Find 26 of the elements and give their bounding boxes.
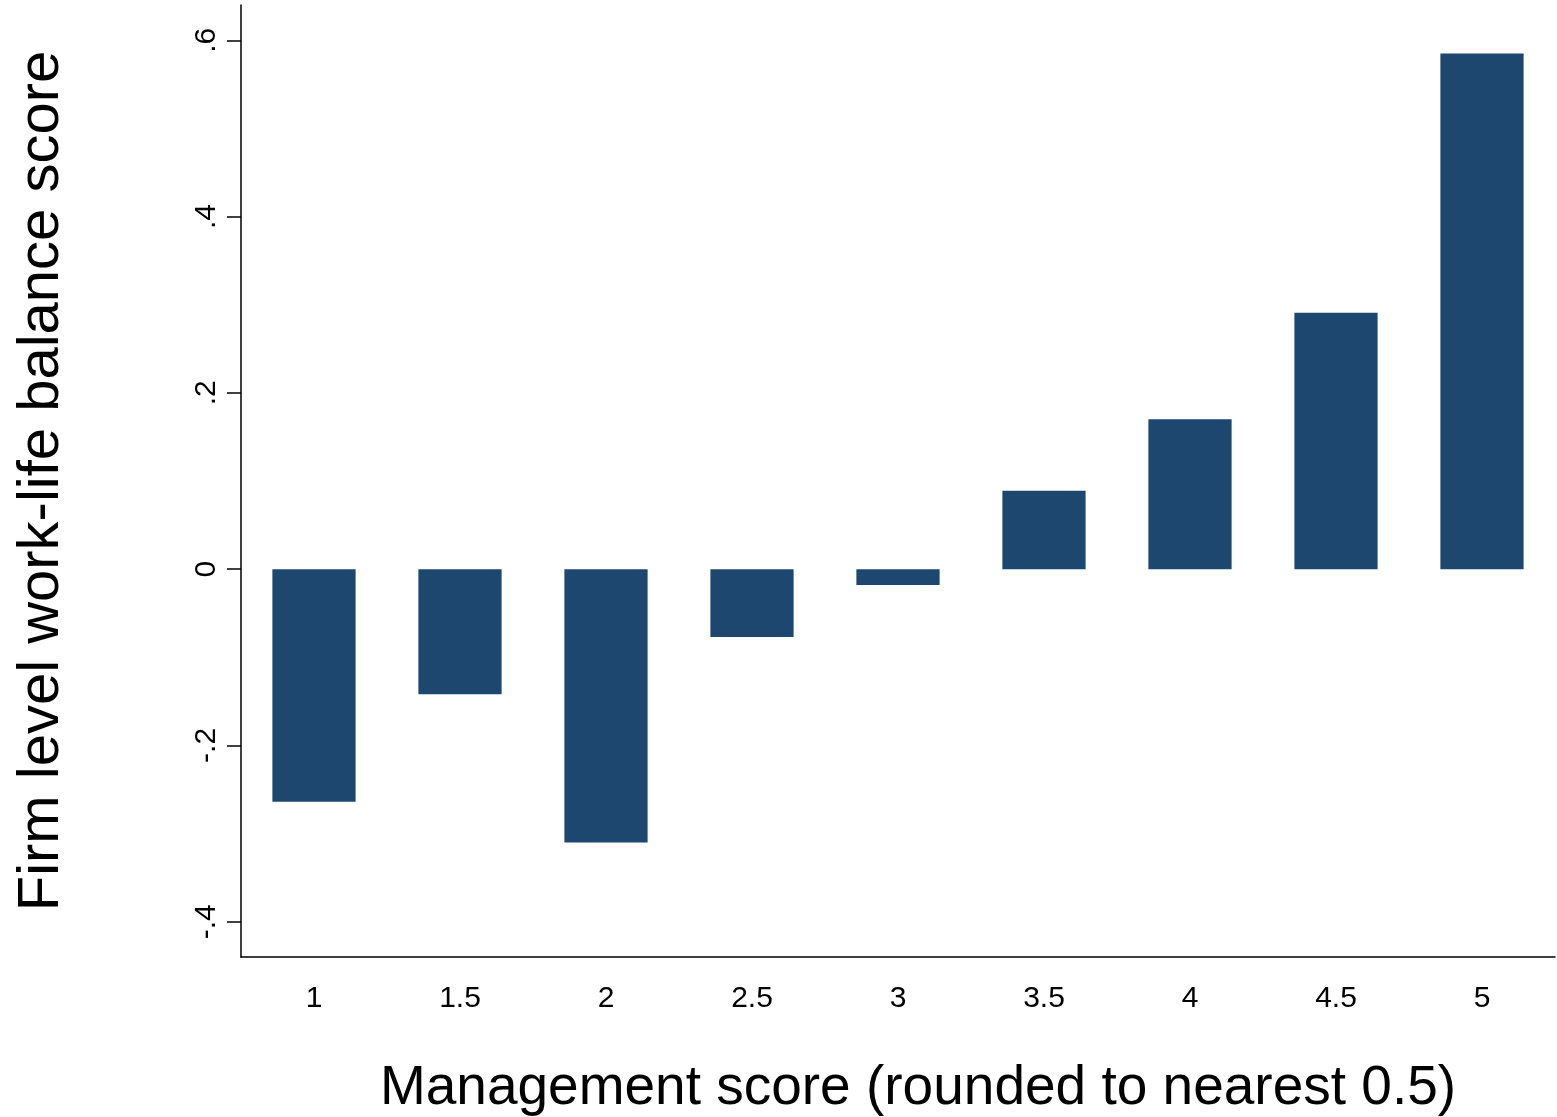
bar xyxy=(272,569,356,802)
y-tick-label: 0 xyxy=(187,560,221,578)
bar xyxy=(418,569,502,695)
x-tick-label: 1 xyxy=(305,979,323,1013)
x-tick-label: 3.5 xyxy=(1023,979,1065,1013)
x-tick-label: 1.5 xyxy=(439,979,481,1013)
x-tick-label: 3 xyxy=(889,979,907,1013)
y-tick-label: .2 xyxy=(187,380,221,406)
bar xyxy=(1148,419,1232,570)
y-axis-title: Firm level work-life balance score xyxy=(4,50,70,912)
y-tick-label: .4 xyxy=(187,204,221,230)
x-axis-title: Management score (rounded to nearest 0.5) xyxy=(379,1053,1457,1116)
bar xyxy=(564,569,648,843)
bar xyxy=(856,569,940,586)
x-tick-label: 2.5 xyxy=(731,979,773,1013)
x-tick-label: 2 xyxy=(597,979,615,1013)
y-tick-label: .6 xyxy=(187,27,221,53)
bar xyxy=(1440,53,1524,570)
x-tick-label: 4.5 xyxy=(1315,979,1357,1013)
y-tick-label: -.2 xyxy=(187,727,221,763)
bar xyxy=(1002,490,1086,570)
y-tick-label: -.4 xyxy=(187,904,221,940)
bar xyxy=(1294,312,1378,570)
x-tick-label: 5 xyxy=(1473,979,1491,1013)
x-tick-label: 4 xyxy=(1181,979,1199,1013)
bar xyxy=(710,569,794,638)
